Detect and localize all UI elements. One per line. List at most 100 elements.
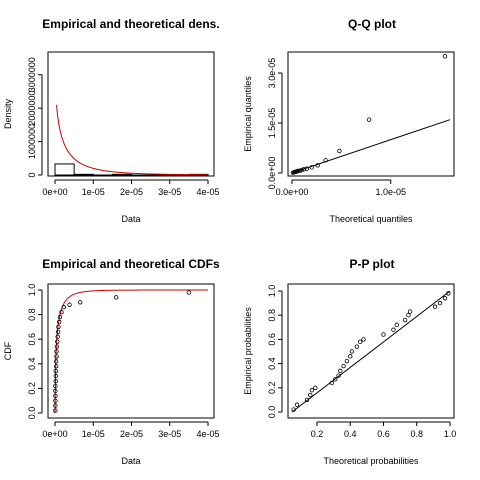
pp-point <box>437 300 443 306</box>
pp-point <box>329 380 335 386</box>
qq-points <box>290 54 448 175</box>
cdf-point <box>53 388 58 394</box>
y-tick-label: 1.0 <box>27 284 37 297</box>
cdf-point <box>55 334 60 339</box>
cdf-point <box>57 314 63 320</box>
cdf-y-axis: 0.0 0.2 0.4 0.6 0.8 1.0 <box>27 284 43 420</box>
y-tick-label: 0.2 <box>267 382 277 395</box>
qq-point <box>297 168 303 173</box>
x-tick-label: 1e-05 <box>82 429 105 439</box>
qq-point <box>299 167 305 173</box>
cdf-point <box>55 339 60 344</box>
cdf-point <box>53 373 58 379</box>
qq-x-axis: 0.0e+00 1.0e-05 <box>276 179 406 197</box>
cdf-title: Empirical and theoretical CDFs <box>42 257 220 271</box>
y-tick-label: 2000000 <box>27 91 37 126</box>
cdf-point <box>54 344 60 349</box>
qq-y-axis: 0.0e+00 1.5e-05 3.0e-05 <box>267 58 283 190</box>
cdf-point <box>54 349 59 354</box>
cdf-xlabel: Data <box>121 456 140 466</box>
y-tick-label: 0.0 <box>267 406 277 419</box>
cdf-point <box>53 383 58 389</box>
qq-point <box>309 165 314 170</box>
pp-point <box>354 344 360 349</box>
cdf-point <box>53 378 58 384</box>
cdf-point <box>61 305 66 310</box>
qq-point <box>366 117 372 122</box>
pp-point <box>391 327 396 332</box>
x-tick-label: 3e-05 <box>158 187 181 197</box>
pp-point <box>308 392 313 398</box>
pp-point <box>406 313 411 318</box>
y-tick-label: 0.8 <box>267 309 277 322</box>
qq-point <box>304 166 310 171</box>
cdf-point <box>54 354 59 359</box>
cdf-panel: Empirical and theoretical CDFs 0e+00 1e-0… <box>3 257 220 466</box>
cdf-point <box>57 319 62 325</box>
density-curve <box>56 104 208 176</box>
qq-point <box>315 163 320 168</box>
y-tick-label: 0.4 <box>27 358 37 371</box>
histogram-bar <box>150 174 171 176</box>
x-tick-label: 1.0 <box>444 429 457 439</box>
histogram-bar <box>73 173 94 176</box>
cdf-point <box>186 290 192 295</box>
y-tick-label: 0.0e+00 <box>267 157 277 190</box>
histogram-bar <box>92 174 113 176</box>
pp-point <box>402 317 408 323</box>
qq-point <box>301 167 307 172</box>
pp-point <box>304 397 310 403</box>
y-tick-label: 1.0 <box>267 285 277 298</box>
qq-ylabel: Empirical quantiles <box>243 76 253 152</box>
density-x-axis: 0e+00 1e-05 2e-05 3e-05 4e-05 <box>42 179 220 197</box>
pp-xlabel: Theoretical probabilities <box>323 456 419 466</box>
cdf-plot-box <box>47 283 215 419</box>
x-tick-label: 1e-05 <box>82 187 105 197</box>
cdf-point <box>53 368 58 374</box>
density-title: Empirical and theoretical dens. <box>42 17 219 31</box>
x-tick-label: 2e-05 <box>120 187 143 197</box>
x-tick-label: 0e+00 <box>42 429 67 439</box>
cdf-point <box>59 309 64 315</box>
histogram-bar <box>169 174 190 176</box>
pp-points <box>291 291 451 412</box>
cdf-point <box>53 403 58 408</box>
y-tick-label: 3.0e-05 <box>267 58 277 89</box>
density-bars <box>54 163 209 176</box>
x-tick-label: 0e+00 <box>42 187 67 197</box>
density-panel: Empirical and theoretical dens. 0e+00 1e-… <box>3 17 220 224</box>
pp-point <box>432 304 438 309</box>
pp-ylabel: Empirical probabilities <box>243 307 253 395</box>
cdf-curve <box>54 289 208 414</box>
x-tick-label: 0.8 <box>410 429 423 439</box>
pp-point <box>338 368 343 374</box>
cdf-x-axis: 0e+00 1e-05 2e-05 3e-05 4e-05 <box>42 421 220 439</box>
pp-point <box>336 373 341 378</box>
y-tick-label: 0 <box>27 172 37 177</box>
y-tick-label: 0.4 <box>267 357 277 370</box>
histogram-bar <box>111 173 132 176</box>
pp-point <box>357 339 363 345</box>
y-tick-label: 0.0 <box>27 407 37 420</box>
cdf-point <box>53 398 58 403</box>
pp-point <box>313 385 318 390</box>
cdf-point <box>53 393 58 398</box>
qq-panel: Q-Q plot 0.0e+00 1.0e-05 0.0e+00 1.5e-05 3.… <box>243 17 455 224</box>
x-tick-label: 4e-05 <box>196 187 219 197</box>
y-tick-label: 1000000 <box>27 124 37 159</box>
histogram-bar <box>54 163 75 176</box>
qq-point <box>337 148 342 154</box>
y-tick-label: 1.5e-05 <box>267 108 277 139</box>
pp-point <box>407 309 413 314</box>
qq-xlabel: Theoretical quantiles <box>329 214 413 224</box>
x-tick-label: 0.0e+00 <box>276 187 309 197</box>
density-xlabel: Data <box>121 214 140 224</box>
cdf-ylabel: CDF <box>3 341 13 360</box>
y-tick-label: 3000000 <box>27 57 37 92</box>
qq-point <box>323 158 328 163</box>
cdf-points <box>53 290 192 413</box>
x-tick-label: 2e-05 <box>120 429 143 439</box>
pp-point <box>442 296 448 301</box>
